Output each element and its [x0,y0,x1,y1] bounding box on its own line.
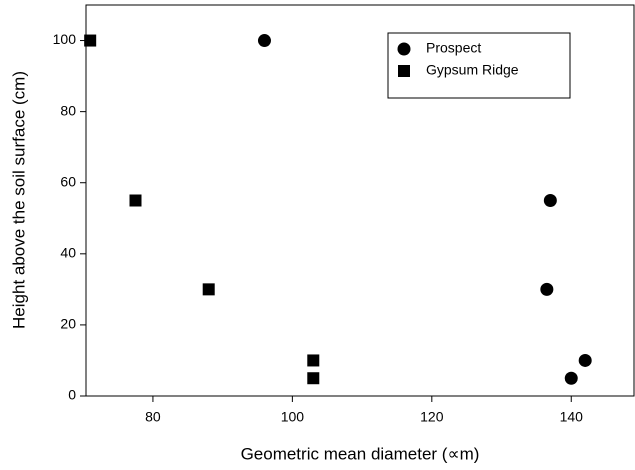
marker-square [202,283,215,296]
marker-circle [578,353,592,367]
y-tick-label: 40 [60,245,76,261]
marker-circle [540,282,554,296]
y-tick-label: 80 [60,102,76,118]
marker-circle [257,34,271,48]
marker-circle [564,371,578,385]
marker-square [84,34,97,47]
marker-circle [397,42,411,56]
y-tick-label: 60 [60,173,76,189]
marker-circle [543,194,557,207]
legend-box [387,32,571,99]
x-tick-label: 120 [420,409,444,425]
legend-label: Gypsum Ridge [426,62,519,78]
marker-square [129,194,142,207]
y-tick-label: 20 [60,316,76,332]
y-tick-label: 0 [68,387,76,403]
x-axis-title: Geometric mean diameter (∝m) [241,444,480,463]
x-tick-label: 80 [145,409,161,425]
x-tick-label: 140 [560,409,584,425]
y-tick-label: 100 [53,31,77,47]
x-tick-label: 100 [281,409,305,425]
marker-square [398,65,410,77]
marker-square [307,354,320,367]
legend-label: Prospect [426,40,481,56]
marker-square [307,372,320,385]
plot-frame [85,4,635,397]
y-axis-title: Height above the soil surface (cm) [9,71,28,329]
